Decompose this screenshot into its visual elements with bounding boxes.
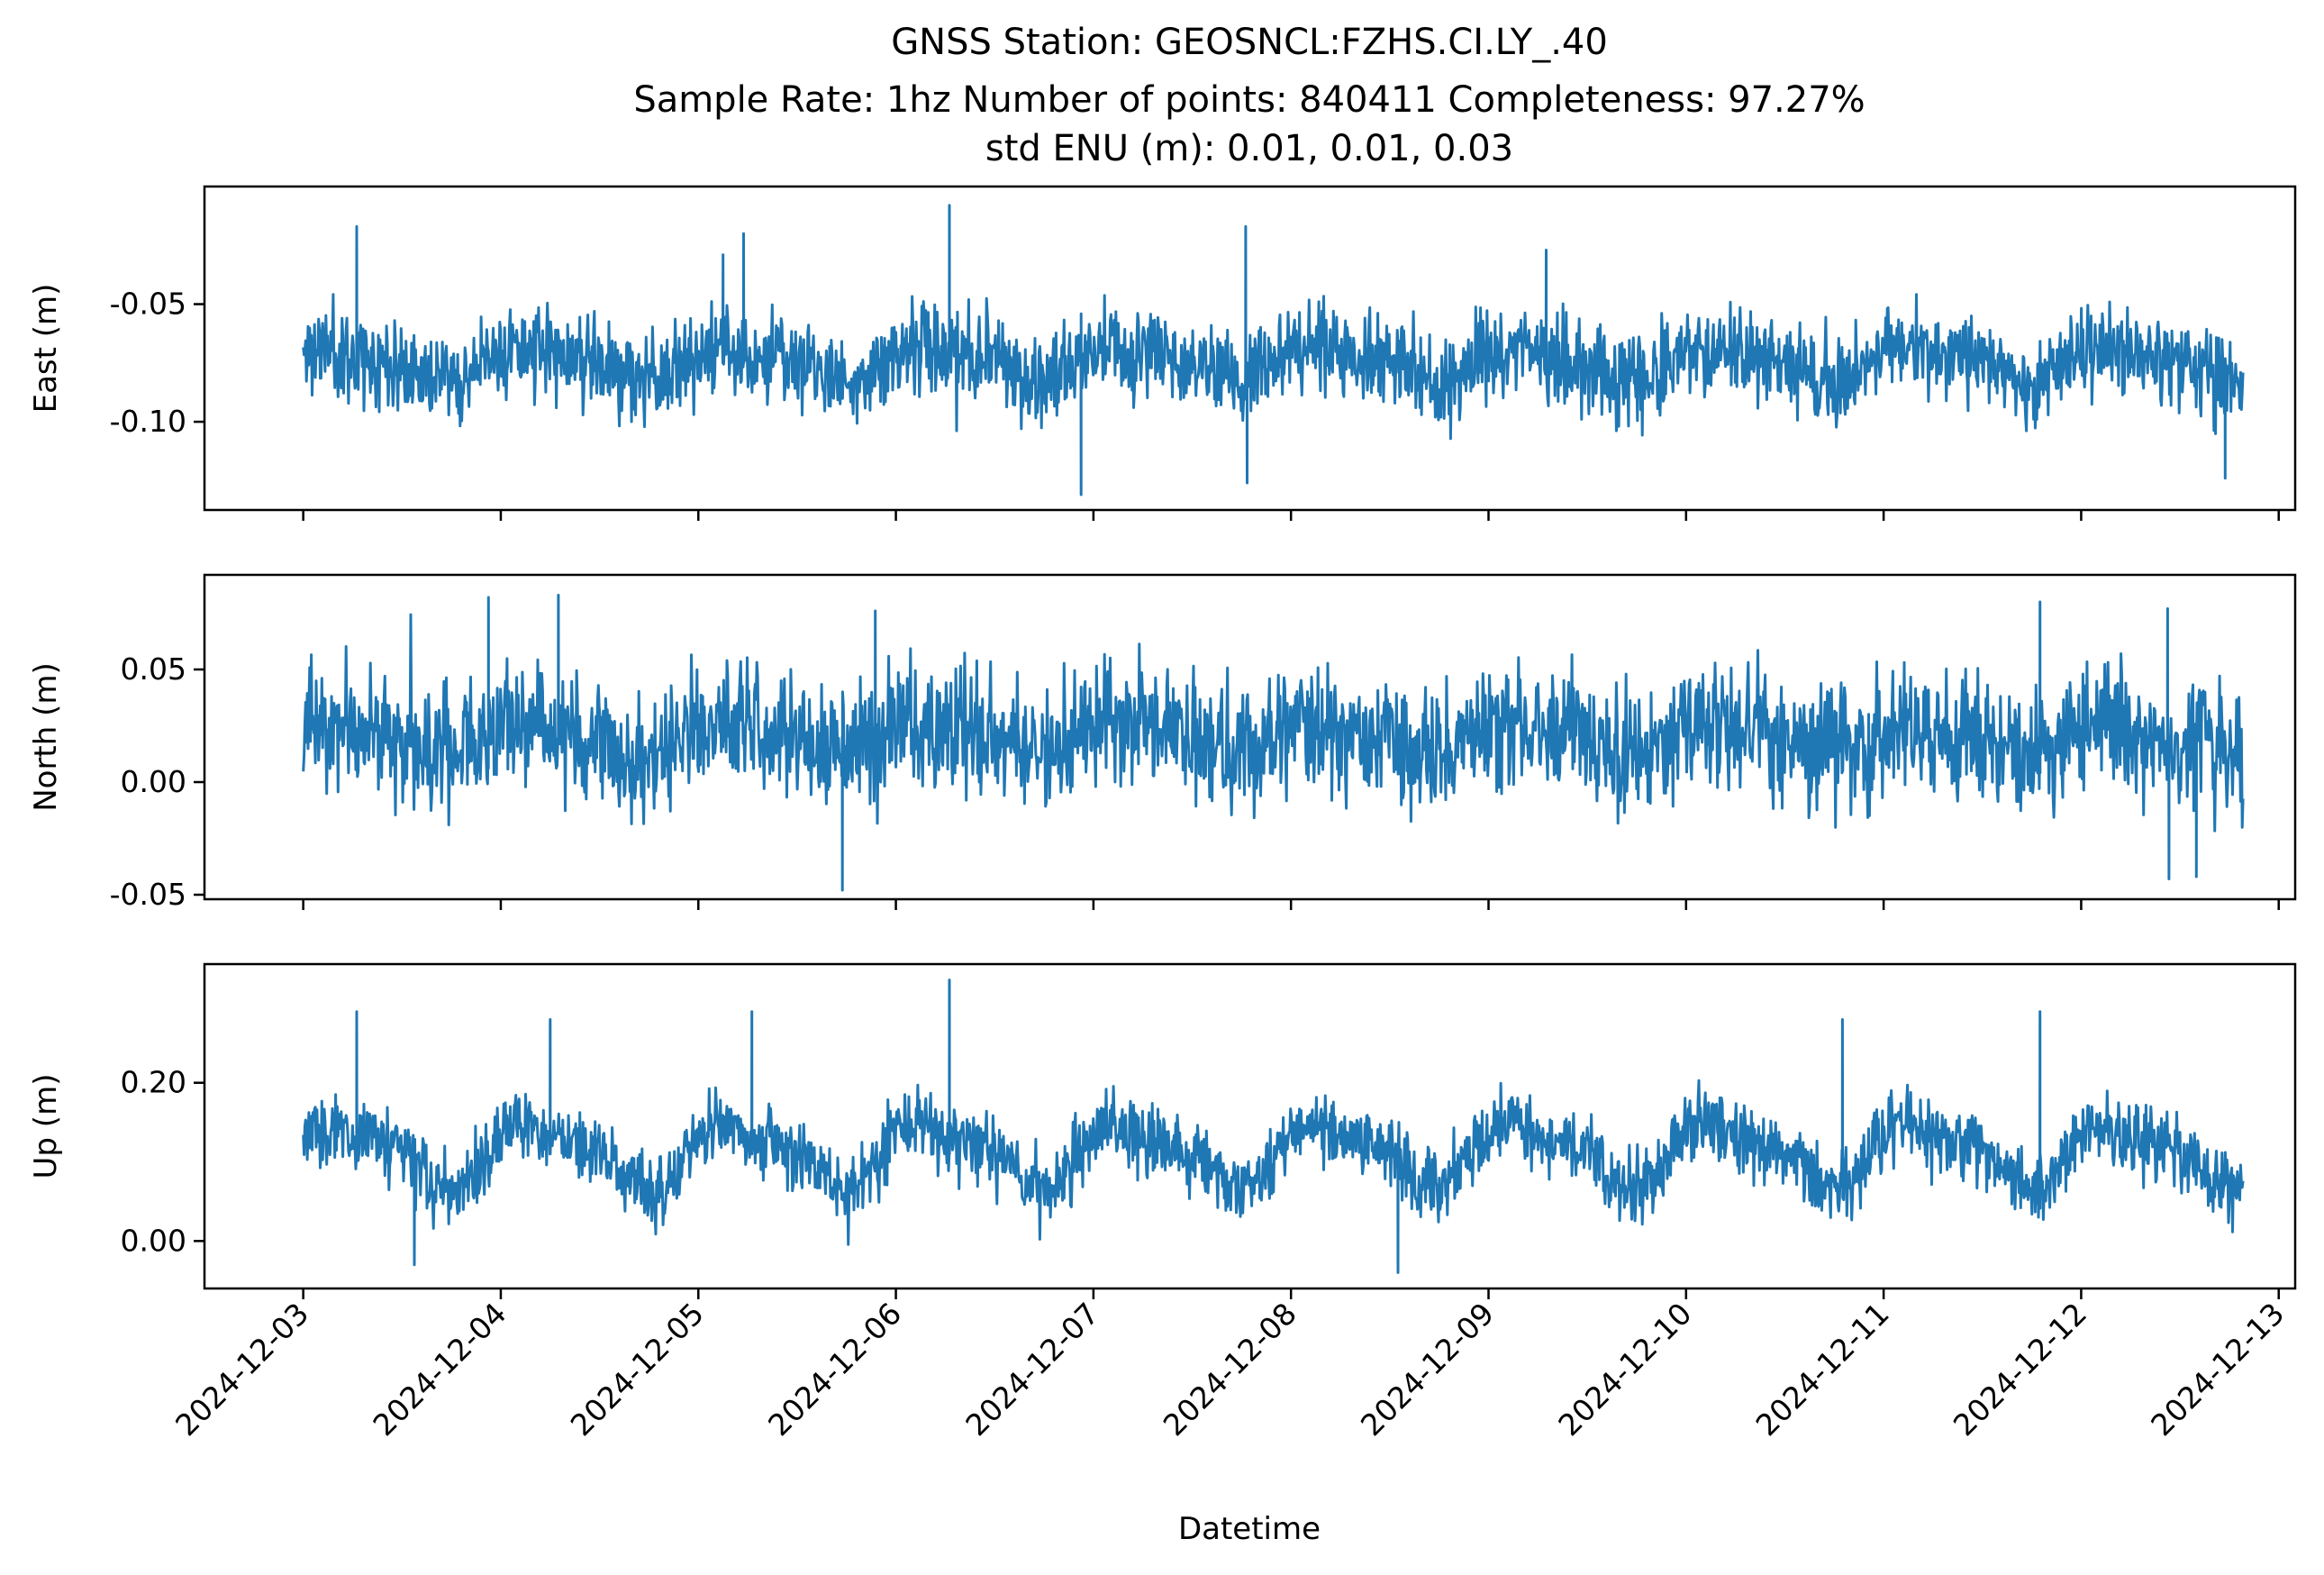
up-y-tick-label: 0.00 <box>121 1223 186 1258</box>
east-y-tick-label: -0.05 <box>110 287 186 322</box>
up-y-label: Up (m) <box>28 1074 64 1179</box>
east-series-line <box>302 204 2245 496</box>
east-x-ticks <box>302 510 2280 521</box>
east-y-ticks: -0.05 -0.10 <box>110 287 204 439</box>
east-y-label: East (m) <box>28 284 64 414</box>
panel-east: -0.05 -0.10 East (m) <box>28 185 2297 521</box>
east-series <box>302 204 2245 496</box>
north-series-line <box>302 594 2245 892</box>
up-y-ticks: 0.20 0.00 <box>121 1065 204 1258</box>
up-y-tick-label: 0.20 <box>121 1065 186 1100</box>
east-y-tick-label: -0.10 <box>110 404 186 439</box>
panel-north: 0.05 0.00 -0.05 North (m) <box>28 573 2297 912</box>
east-axes-frame <box>203 185 2297 512</box>
up-axes-frame <box>203 962 2297 1290</box>
north-y-label: North (m) <box>28 662 64 812</box>
figure-title: GNSS Station: GEOSNCL:FZHS.CI.LY_.40 Sam… <box>633 22 1865 169</box>
title-line-station: GNSS Station: GEOSNCL:FZHS.CI.LY_.40 <box>891 22 1608 63</box>
north-x-ticks <box>302 899 2280 910</box>
north-y-tick-label: 0.05 <box>121 651 186 687</box>
north-y-tick-label: -0.05 <box>110 877 186 912</box>
north-y-ticks: 0.05 0.00 -0.05 <box>110 651 204 912</box>
up-series-line <box>302 979 2245 1274</box>
north-series <box>302 594 2245 892</box>
north-axes-frame <box>203 573 2297 901</box>
title-line-std: std ENU (m): 0.01, 0.01, 0.03 <box>985 128 1513 169</box>
x-axis-label: Datetime <box>1178 1511 1321 1547</box>
north-y-tick-label: 0.00 <box>121 764 186 799</box>
title-line-sampling: Sample Rate: 1hz Number of points: 84041… <box>633 79 1865 121</box>
up-series <box>302 979 2245 1274</box>
